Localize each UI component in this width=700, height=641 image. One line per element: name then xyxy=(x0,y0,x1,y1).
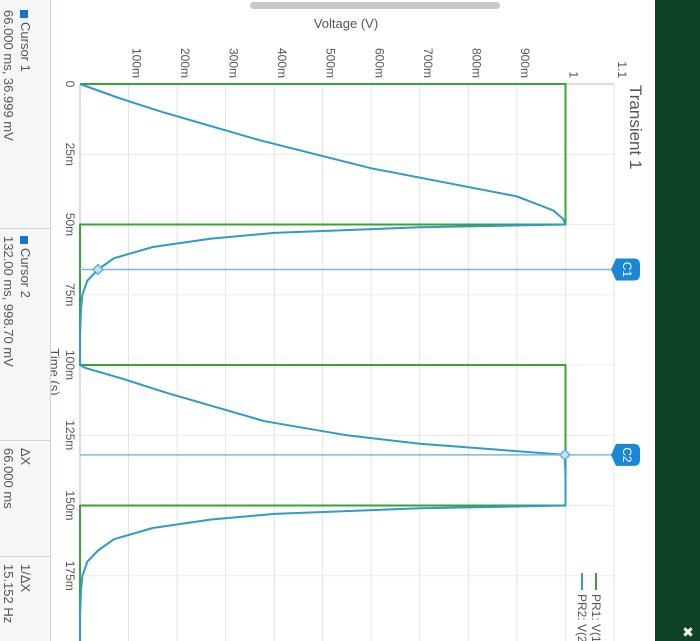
dx-label: ΔX xyxy=(18,448,33,466)
y-tick-label: 100m xyxy=(130,48,144,78)
x-tick-label: 100m xyxy=(63,350,77,380)
cursor-badge-label-2[interactable]: C2 xyxy=(620,447,634,463)
cursor-marker-1[interactable] xyxy=(92,263,104,276)
plot-title: Transient 1 xyxy=(626,85,645,169)
y-tick-label: 200m xyxy=(178,48,192,78)
plot-series xyxy=(79,83,567,641)
x-axis-ticks: 025m50m75m100m125m150m175m2 xyxy=(63,81,77,591)
cursor1-label: Cursor 1 xyxy=(18,22,33,72)
legend-label-pr2: PR2: V(2 xyxy=(575,594,589,641)
legend-label-pr1: PR1: V(1 xyxy=(589,594,603,641)
y-tick-label: 700m xyxy=(421,48,435,78)
y-tick-label: 1 xyxy=(566,71,580,78)
x-tick-label: 125m xyxy=(63,420,77,450)
inv-dx-label: 1/ΔX xyxy=(18,564,33,593)
series-line-2 xyxy=(79,83,567,641)
y-tick-label: 500m xyxy=(324,48,338,78)
cursor2-value: 132.00 ms, 998.70 mV xyxy=(1,236,16,367)
cursor2-color-icon xyxy=(20,236,29,244)
inv-dx-cell: 1/ΔX 15.152 Hz xyxy=(0,556,50,641)
cursor1-value: 66.000 ms, 36.999 mV xyxy=(1,10,16,141)
inv-dx-value: 15.152 Hz xyxy=(1,564,16,624)
x-tick-label: 75m xyxy=(63,283,77,306)
cursor-readout-table: Cursor 1 66.000 ms, 36.999 mV Cursor 2 1… xyxy=(0,0,51,641)
cursor-badge-label-1[interactable]: C1 xyxy=(620,262,634,278)
cursor-badge-2[interactable] xyxy=(611,443,640,466)
plot-cursors[interactable]: C1 C2 xyxy=(80,258,640,466)
dx-value: 66.000 ms xyxy=(1,448,16,509)
y-axis-label: Voltage (V) xyxy=(314,16,378,31)
cursor-badge-1[interactable] xyxy=(611,258,640,281)
x-tick-label: 150m xyxy=(63,490,77,520)
horizontal-scrollbar[interactable] xyxy=(250,2,500,9)
y-tick-label: 300m xyxy=(227,48,241,78)
y-tick-label: 800m xyxy=(469,48,483,78)
dx-cell: ΔX 66.000 ms xyxy=(0,440,50,557)
close-icon[interactable]: ✖ xyxy=(682,624,694,640)
x-tick-label: 175m xyxy=(63,561,77,591)
cursor-marker-2[interactable] xyxy=(558,449,571,461)
side-panel xyxy=(655,0,700,641)
y-tick-label: 400m xyxy=(275,48,289,78)
cursor2-cell: Cursor 2 132.00 ms, 998.70 mV xyxy=(0,228,50,441)
y-tick-label: 900m xyxy=(518,48,532,78)
plot-grid xyxy=(79,83,615,641)
cursor1-color-icon xyxy=(20,10,29,18)
x-tick-label: 0 xyxy=(63,81,77,88)
legend: PR1: V(1 PR2: V(2 xyxy=(575,573,603,641)
y-tick-label: 600m xyxy=(372,48,386,78)
cursor2-label: Cursor 2 xyxy=(18,248,33,298)
cursor2-label-row: Cursor 2 xyxy=(18,236,33,298)
y-tick-label: 1.1 xyxy=(615,61,629,78)
cursor1-label-row: Cursor 1 xyxy=(18,10,33,72)
y-axis-ticks: 100m 200m 300m 400m 500m 600m 700m 800m 900m 1 1.1 xyxy=(130,48,629,78)
x-tick-label: 50m xyxy=(63,213,77,236)
x-tick-label: 25m xyxy=(63,143,77,166)
cursor1-cell: Cursor 1 66.000 ms, 36.999 mV xyxy=(0,0,50,229)
